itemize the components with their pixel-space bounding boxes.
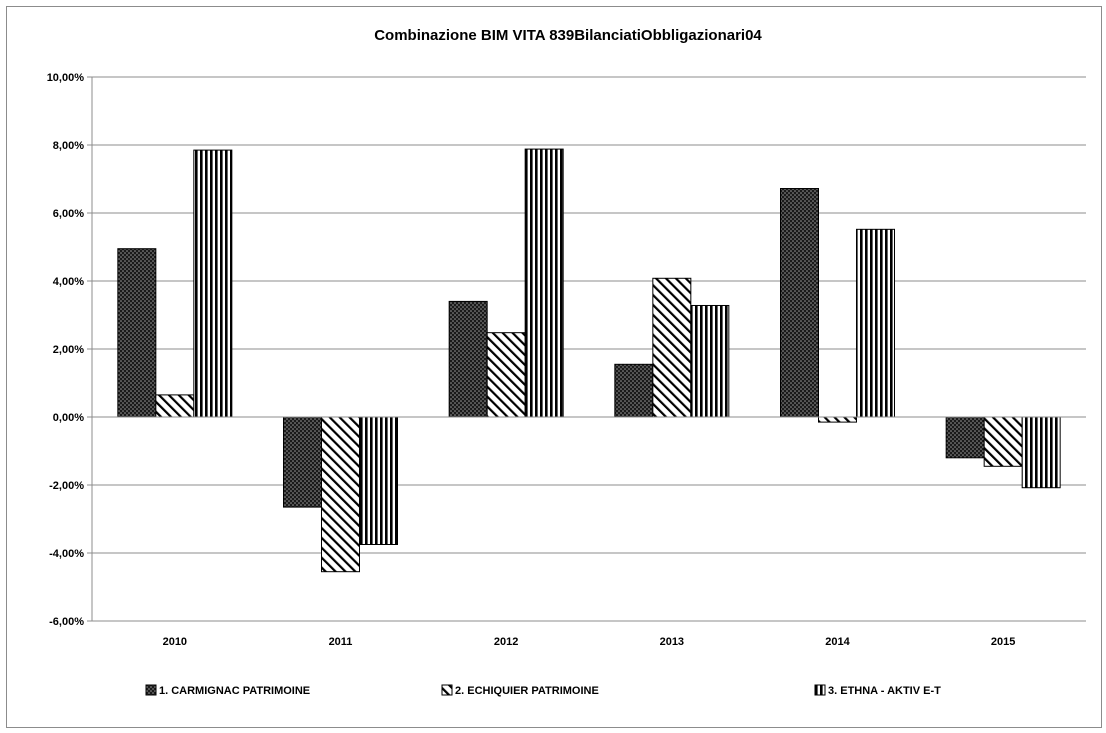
x-tick-label: 2015 [991,636,1015,648]
bar-2010-series-3 [193,149,233,418]
legend-label-3: 3. ETHNA - AKTIV E-T [828,685,941,697]
y-tick-label: 4,00% [53,276,84,288]
y-tick-label: 2,00% [53,344,84,356]
chart-title: Combinazione BIM VITA 839BilanciatiObbli… [374,27,762,44]
y-tick-labels: 10,00% 8,00% 6,00% 4,00% 2,00% 0,00% -2,00% -4,… [47,72,85,628]
bar-2014-series-1 [780,188,819,418]
bars [117,148,1061,573]
x-tick-label: 2012 [494,636,518,648]
legend-label-1: 1. CARMIGNAC PATRIMOINE [159,685,310,697]
bar-2015-series-2 [983,416,1023,467]
y-tick-label: 0,00% [53,412,84,424]
bar-2012-series-1 [448,300,488,418]
x-tick-label: 2013 [660,636,684,648]
y-tick-label: -6,00% [49,616,84,628]
legend-label-2: 2. ECHIQUIER PATRIMOINE [455,685,599,697]
x-tick-labels: 2010 2011 2012 2013 2014 2015 [163,636,1016,648]
y-tick-label: 10,00% [47,72,85,84]
legend-swatch-1 [145,684,157,696]
bar-2011-series-1 [283,416,322,508]
bar-2013-series-3 [690,304,730,418]
bar-2013-series-2 [652,277,692,418]
axes [91,77,1086,621]
bar-2013-series-1 [614,363,654,418]
x-tick-label: 2014 [825,636,850,648]
legend: 1. CARMIGNAC PATRIMOINE 2. ECHIQUIER PATR… [145,684,941,697]
bar-2015-series-3 [1021,416,1061,489]
bar-2012-series-3 [524,148,564,418]
bar-2010-series-2 [155,394,195,418]
x-tick-label: 2010 [163,636,187,648]
bar-2011-series-2 [321,416,360,573]
legend-swatch-3 [814,684,826,696]
bar-2011-series-3 [359,416,398,545]
y-tick-label: -2,00% [49,480,84,492]
gridlines [87,76,1086,622]
x-tick-label: 2011 [329,636,353,648]
y-tick-label: -4,00% [49,548,84,560]
legend-swatch-2 [441,684,453,696]
bar-2014-series-3 [856,228,895,418]
bar-2015-series-1 [945,416,985,459]
y-tick-label: 8,00% [53,140,84,152]
bar-2010-series-1 [117,248,157,418]
bar-2014-series-2 [818,416,857,423]
y-tick-label: 6,00% [53,208,84,220]
bar-2012-series-2 [486,332,526,418]
